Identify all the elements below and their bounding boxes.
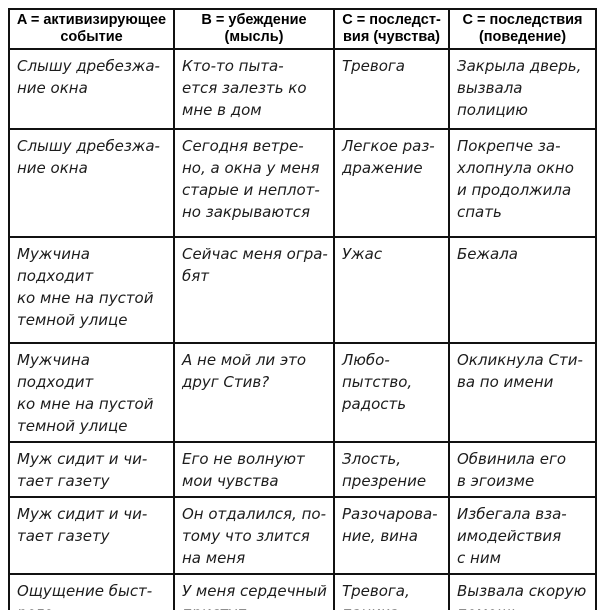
cell-feelings: Ужас: [333, 236, 450, 344]
cell-feelings: Злость, презрение: [333, 441, 450, 498]
table-row: Слышу дребезжа- ние окна Сегодня ветре- …: [8, 128, 597, 238]
table-row: Ощущение быст- рого сердцебиения У меня …: [8, 573, 597, 610]
header-consequences-feelings: C = последст- вия (чувства): [333, 8, 450, 50]
cell-behavior: Вызвала скорую помощь: [448, 573, 597, 610]
cell-event: Мужчина подходит ко мне на пустой темной…: [8, 342, 175, 443]
cell-event: Мужчина подходит ко мне на пустой темной…: [8, 236, 175, 344]
cell-behavior: Окликнула Сти- ва по имени: [448, 342, 597, 443]
table-row: Муж сидит и чи- тает газету Его не волну…: [8, 441, 597, 498]
cell-event: Слышу дребезжа- ние окна: [8, 48, 175, 130]
cell-belief: Сейчас меня огра- бят: [173, 236, 335, 344]
header-belief: B = убеждение (мысль): [173, 8, 335, 50]
cell-event: Слышу дребезжа- ние окна: [8, 128, 175, 238]
cell-feelings: Разочарова- ние, вина: [333, 496, 450, 575]
cell-belief: Кто-то пыта- ется залезть ко мне в дом: [173, 48, 335, 130]
cell-feelings: Тревога, паника: [333, 573, 450, 610]
header-row: A = активизирующее событие B = убеждение…: [8, 8, 597, 50]
cell-event: Ощущение быст- рого сердцебиения: [8, 573, 175, 610]
abc-model-table: A = активизирующее событие B = убеждение…: [8, 8, 597, 610]
cell-belief: А не мой ли это друг Стив?: [173, 342, 335, 443]
cell-event: Муж сидит и чи- тает газету: [8, 496, 175, 575]
table-row: Мужчина подходит ко мне на пустой темной…: [8, 236, 597, 344]
cell-behavior: Закрыла дверь, вызвала полицию: [448, 48, 597, 130]
header-consequences-behavior: C = последствия (поведение): [448, 8, 597, 50]
cell-feelings: Легкое раз- дражение: [333, 128, 450, 238]
cell-belief: Сегодня ветре- но, а окна у меня старые …: [173, 128, 335, 238]
cell-belief: Его не волнуют мои чувства: [173, 441, 335, 498]
cell-belief: У меня сердечный приступ: [173, 573, 335, 610]
cell-behavior: Избегала вза- имодействия с ним: [448, 496, 597, 575]
cell-feelings: Любо- пытство, радость: [333, 342, 450, 443]
header-activating-event: A = активизирующее событие: [8, 8, 175, 50]
table-row: Муж сидит и чи- тает газету Он отдалился…: [8, 496, 597, 575]
document-page: A = активизирующее событие B = убеждение…: [0, 8, 603, 610]
cell-event: Муж сидит и чи- тает газету: [8, 441, 175, 498]
cell-belief: Он отдалился, по- тому что злится на мен…: [173, 496, 335, 575]
cell-feelings: Тревога: [333, 48, 450, 130]
table-row: Мужчина подходит ко мне на пустой темной…: [8, 342, 597, 443]
cell-behavior: Покрепче за- хлопнула окно и продолжила …: [448, 128, 597, 238]
table-row: Слышу дребезжа- ние окна Кто-то пыта- ет…: [8, 48, 597, 130]
cell-behavior: Обвинила его в эгоизме: [448, 441, 597, 498]
cell-behavior: Бежала: [448, 236, 597, 344]
